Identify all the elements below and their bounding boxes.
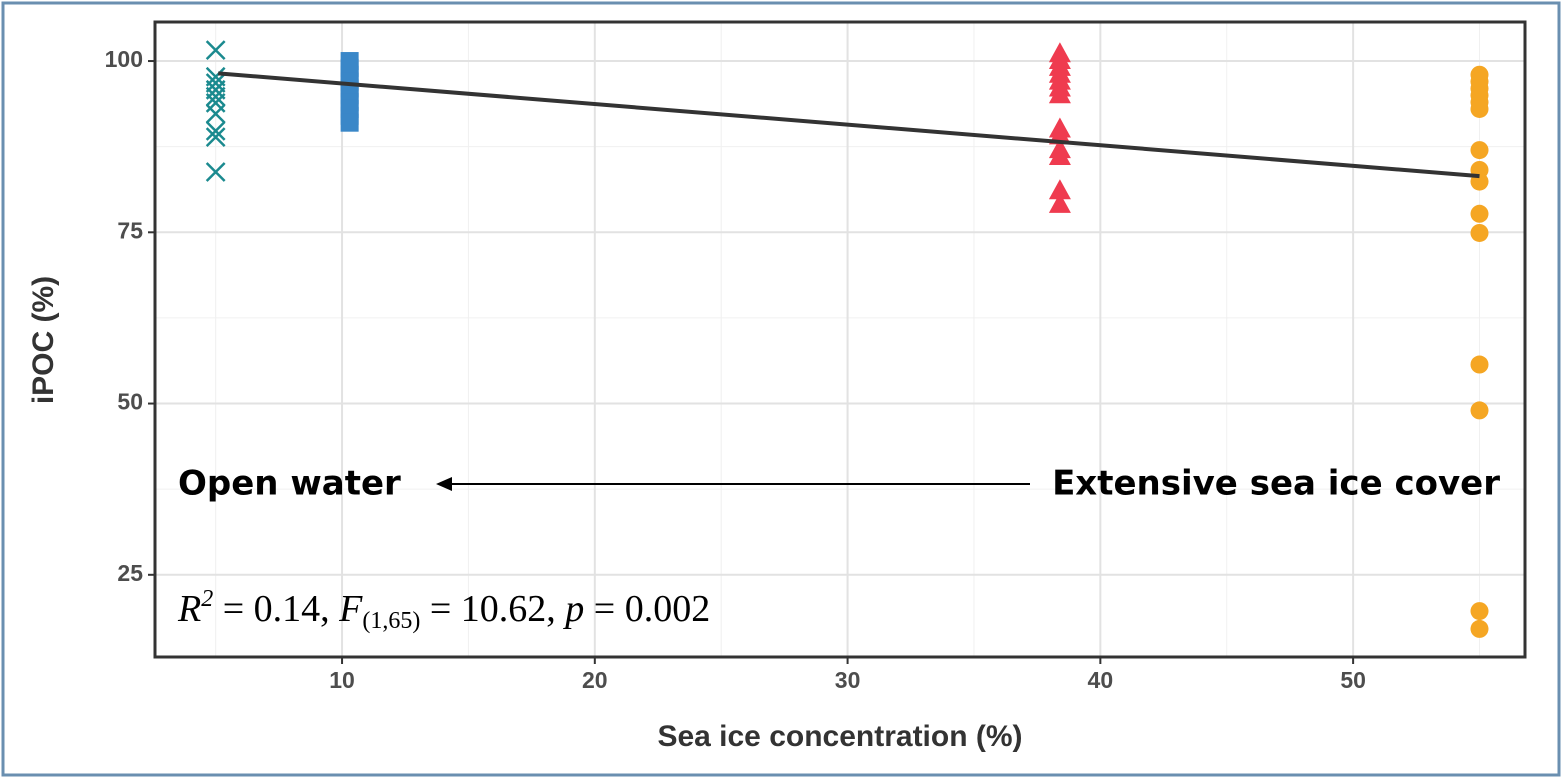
point [1048,83,1071,104]
x-tick-label: 30 [835,667,861,693]
plot-border [153,20,1527,659]
marks [205,40,1489,638]
point [1470,204,1489,223]
arrow-head [436,477,452,491]
trend-line [218,71,1480,179]
point [340,113,359,132]
point [1470,99,1489,118]
stats-part: R [177,588,201,630]
point [205,86,226,107]
stats-part: p [562,588,584,630]
stats-part: (1,65) [362,608,420,634]
point [1470,141,1489,160]
grid [155,22,1525,657]
x-tick-label: 20 [582,667,608,693]
point [1470,223,1489,242]
point [205,162,226,182]
stats-part: 2 [201,586,213,612]
x-axis-title: Sea ice concentration (%) [657,720,1022,753]
point [1048,179,1071,200]
stats-part: F [338,588,363,630]
point [205,40,226,60]
annotation: Extensive sea ice cover [1052,464,1500,504]
x-tick-label: 50 [1340,667,1366,693]
stats-part: = 0.14, [213,588,339,630]
point [1048,192,1071,213]
x-tick-label: 40 [1088,667,1114,693]
y-tick-label: 25 [117,560,143,586]
point [205,127,226,147]
annotation: Open water [178,464,401,504]
stats-part: = 10.62, [420,588,565,630]
stats-part: = 0.002 [584,588,710,630]
point [1470,401,1489,420]
point [1470,619,1489,638]
stats-text: R2 = 0.14, F(1,65) = 10.62, p = 0.002 [177,586,710,634]
point [205,121,226,141]
point [1470,355,1489,374]
point [205,103,226,124]
point [1048,124,1071,145]
y-axis-title: iPOC (%) [27,276,60,404]
y-tick-label: 100 [105,46,143,72]
y-tick-label: 75 [117,217,143,243]
y-tick-label: 50 [117,389,143,415]
plot-background [155,22,1525,657]
x-tick-label: 10 [329,667,355,693]
point [1470,602,1489,621]
point [1048,144,1071,165]
